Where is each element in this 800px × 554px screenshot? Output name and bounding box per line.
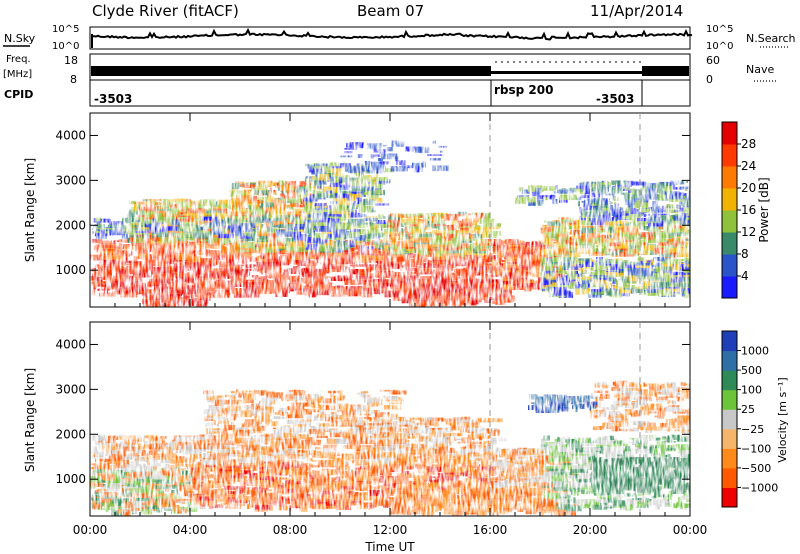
velocity-ytick-1: 2000	[55, 427, 86, 441]
velocity-cbar-seg-4	[722, 409, 737, 430]
velocity-cbar-label: Velocity [m s⁻¹]	[776, 377, 789, 462]
velocity-cbar-seg-8	[722, 331, 737, 352]
nsky-line	[92, 27, 693, 41]
freq-label: Freq.	[6, 54, 31, 65]
power-cbar-tick-6: 28	[741, 137, 756, 151]
power-cbar-seg-4	[722, 188, 737, 211]
velocity-cbar-seg-1	[722, 467, 737, 488]
cpid-label: CPID	[4, 88, 33, 101]
velocity-cbar-tick-1: 500	[741, 364, 762, 377]
power-cbar-tick-5: 24	[741, 159, 756, 173]
velocity-cbar-seg-5	[722, 389, 737, 410]
xtick-label-2: 08:00	[273, 523, 308, 537]
freq-band-mid	[491, 71, 642, 74]
xtick-label-4: 16:00	[473, 523, 508, 537]
freq-tick-high: 18	[64, 54, 78, 67]
nsky-tick-low: 10^0	[52, 41, 79, 52]
freq-band-right	[642, 66, 689, 76]
power-cbar-seg-7	[722, 122, 737, 145]
velocity-cbar-seg-0	[722, 487, 737, 508]
power-cbar-tick-3: 16	[741, 203, 756, 217]
x-axis-label: Time UT	[364, 540, 415, 554]
nave-tick-high: 60	[706, 54, 720, 67]
velocity-cbar-seg-3	[722, 428, 737, 449]
power-cbar-seg-3	[722, 210, 737, 233]
power-cbar-tick-4: 20	[741, 181, 756, 195]
velocity-data	[90, 380, 690, 516]
date-title: 11/Apr/2014	[590, 2, 684, 20]
nsearch-tick-high: 10^5	[706, 24, 733, 35]
velocity-cbar-tick-5: −100	[741, 442, 771, 455]
power-cbar-tick-0: 4	[741, 269, 749, 283]
nsky-label: N.Sky	[4, 32, 36, 45]
cpid-segment-3: -3503	[596, 92, 634, 106]
cpid-segment-1: -3503	[94, 92, 132, 106]
nsearch-tick-low: 10^0	[706, 41, 733, 52]
xtick-label-6: 00:00	[673, 523, 708, 537]
freq-band-left	[91, 66, 491, 76]
velocity-ytick-2: 3000	[55, 382, 86, 396]
xtick-label-0: 00:00	[73, 523, 108, 537]
freq-panel: Freq. [MHz] 18 8 60 0 Nave	[3, 53, 776, 86]
power-cbar-seg-5	[722, 166, 737, 189]
power-cbar-seg-1	[722, 254, 737, 277]
power-cbar-seg-0	[722, 276, 737, 299]
power-ytick-1: 2000	[55, 218, 86, 232]
power-colorbar: 4 8 12 16 20 24 28	[721, 121, 756, 299]
nsearch-label: N.Search	[746, 32, 796, 45]
freq-tick-low: 8	[70, 73, 77, 86]
power-cbar-tick-2: 12	[741, 225, 756, 239]
x-axis: 00:00 04:00 08:00 12:00 16:00 20:00 00:00	[73, 523, 708, 537]
cpid-segment-2: rbsp 200	[494, 83, 553, 97]
nave-tick-low: 0	[706, 73, 713, 86]
power-cbar-label: Power [dB]	[757, 177, 771, 242]
velocity-panel: 1000 2000 3000 4000 Slant Range [km] 1000 50…	[23, 321, 789, 517]
power-ylabel: Slant Range [km]	[23, 158, 37, 262]
velocity-cbar-seg-7	[722, 350, 737, 371]
nsky-tick-high: 10^5	[52, 24, 79, 35]
velocity-colorbar: 1000 500 100 25 −25 −100 −500 −1000	[721, 330, 778, 508]
velocity-ytick-0: 1000	[55, 472, 86, 486]
velocity-ylabel: Slant Range [km]	[23, 368, 37, 472]
power-ytick-2: 3000	[55, 173, 86, 187]
xtick-label-5: 20:00	[573, 523, 608, 537]
velocity-cbar-tick-4: −25	[741, 423, 764, 436]
xtick-label-1: 04:00	[173, 523, 208, 537]
velocity-ytick-3: 4000	[55, 337, 86, 351]
beam-title: Beam 07	[357, 2, 425, 20]
cpid-panel: CPID -3503 rbsp 200 -3503	[4, 79, 691, 107]
velocity-cbar-tick-2: 100	[741, 384, 762, 397]
power-cbar-seg-6	[722, 144, 737, 167]
power-panel: 1000 2000 3000 4000 Slant Range [km] 4 8 12 16…	[23, 112, 771, 308]
velocity-cbar-tick-7: −1000	[741, 481, 778, 494]
velocity-cbar-seg-2	[722, 448, 737, 469]
velocity-cbar-tick-6: −500	[741, 462, 771, 475]
velocity-cbar-seg-6	[722, 370, 737, 391]
nave-label: Nave	[746, 63, 774, 76]
power-cbar-tick-1: 8	[741, 247, 749, 261]
power-cbar-seg-2	[722, 232, 737, 255]
xtick-label-3: 12:00	[373, 523, 408, 537]
velocity-cbar-tick-3: 25	[741, 403, 755, 416]
power-ytick-0: 1000	[55, 263, 86, 277]
velocity-cbar-tick-0: 1000	[741, 345, 769, 358]
power-data	[90, 140, 690, 307]
nsky-panel: N.Sky 10^5 10^0 10^5 10^0 N.Search	[3, 24, 796, 52]
freq-unit: [MHz]	[3, 69, 32, 80]
site-title: Clyde River (fitACF)	[92, 2, 239, 20]
power-ytick-3: 4000	[55, 128, 86, 142]
